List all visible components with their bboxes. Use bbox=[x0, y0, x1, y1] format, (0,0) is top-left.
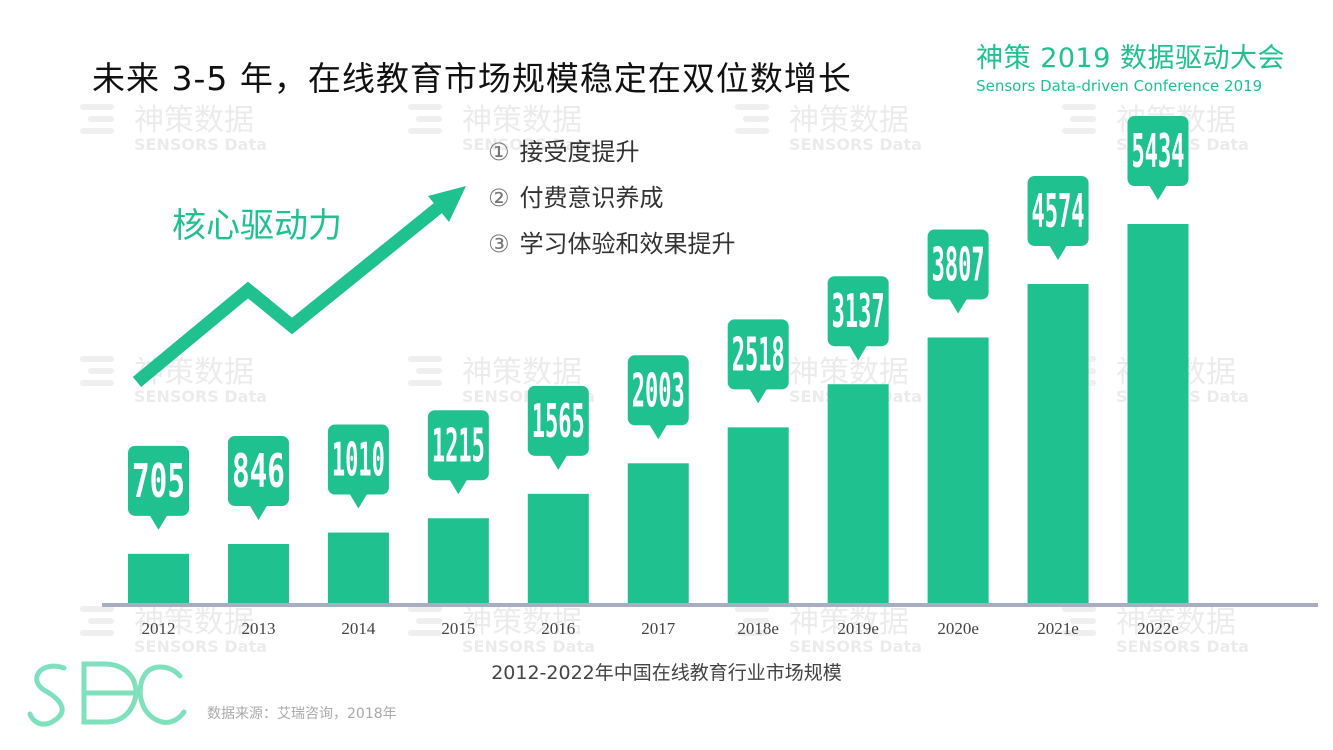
watermark-cn: 神策数据 bbox=[1116, 605, 1236, 640]
bar bbox=[128, 553, 189, 603]
driver-item: ③ 学习体验和效果提升 bbox=[488, 224, 736, 270]
data-source: 数据来源：艾瑞咨询，2018年 bbox=[207, 706, 397, 722]
watermark-cn: 神策数据 bbox=[789, 103, 909, 138]
value-callout: 1010 bbox=[327, 424, 389, 509]
watermark-cn: 神策数据 bbox=[462, 355, 582, 390]
watermark-en: SENSORS Data bbox=[134, 637, 267, 656]
x-tick-label: 2019e bbox=[837, 619, 879, 638]
watermark-en: SENSORS Data bbox=[462, 135, 595, 154]
watermark-cn: 神策数据 bbox=[462, 103, 582, 138]
x-tick-label: 2017 bbox=[641, 619, 676, 638]
driver-item: ② 付费意识养成 bbox=[488, 178, 736, 224]
bar bbox=[627, 463, 689, 603]
x-tick-label: 2020e bbox=[937, 619, 979, 638]
data-label: 5434 bbox=[1132, 124, 1185, 178]
driver-number: ② bbox=[488, 184, 510, 212]
sdc-logo-icon bbox=[27, 661, 187, 727]
watermark-en: SENSORS Data bbox=[462, 637, 595, 656]
value-callout: 4574 bbox=[1027, 175, 1089, 260]
x-tick-label: 2012 bbox=[142, 619, 176, 638]
bar bbox=[927, 337, 989, 603]
watermark-cn: 神策数据 bbox=[462, 605, 582, 640]
watermark-cn: 神策数据 bbox=[134, 605, 254, 640]
data-label: 2518 bbox=[732, 327, 785, 381]
trend-arrowhead-icon bbox=[428, 186, 466, 222]
watermark-en: SENSORS Data bbox=[789, 135, 922, 154]
bar bbox=[427, 518, 489, 603]
data-label: 1565 bbox=[532, 394, 585, 448]
value-callout: 1215 bbox=[427, 410, 489, 495]
watermark-cn: 神策数据 bbox=[789, 355, 909, 390]
x-tick-labels: 2012 2013 2014 2015 2016 2017 2018e 2019e 2020e 2… bbox=[142, 619, 1179, 638]
x-tick-label: 2016 bbox=[541, 619, 575, 638]
bar bbox=[827, 384, 889, 603]
watermark-en: SENSORS Data bbox=[789, 637, 922, 656]
bar bbox=[327, 532, 389, 603]
value-callout: 2003 bbox=[627, 355, 689, 440]
data-label: 4574 bbox=[1032, 184, 1085, 238]
bars-group: 705 846 1010 1215 1565 2003 2518 3137 3807 4574 54… bbox=[128, 116, 1189, 603]
watermark-en: SENSORS Data bbox=[134, 387, 267, 406]
driver-item: ① 接受度提升 bbox=[488, 132, 736, 178]
data-label: 846 bbox=[232, 444, 285, 498]
value-callout: 3137 bbox=[827, 276, 889, 361]
conference-brand: 神策 2019 数据驱动大会 Sensors Data-driven Confe… bbox=[976, 36, 1285, 95]
value-callout: 3807 bbox=[927, 229, 989, 314]
x-tick-label: 2018e bbox=[737, 619, 779, 638]
value-callout: 1565 bbox=[527, 385, 589, 470]
core-driver-label: 核心驱动力 bbox=[172, 206, 342, 246]
data-label: 3137 bbox=[832, 284, 885, 338]
watermark-en: SENSORS Data bbox=[1116, 637, 1249, 656]
bar bbox=[1027, 283, 1089, 603]
page-title: 未来 3-5 年，在线教育市场规模稳定在双位数增长 bbox=[92, 59, 852, 98]
value-callout: 705 bbox=[128, 445, 189, 530]
conference-name-en: Sensors Data-driven Conference 2019 bbox=[976, 77, 1263, 95]
conference-name-cn: 神策 2019 数据驱动大会 bbox=[976, 43, 1285, 74]
bar bbox=[727, 427, 789, 603]
bar bbox=[227, 543, 289, 603]
value-callout: 5434 bbox=[1127, 116, 1189, 200]
x-tick-label: 2014 bbox=[341, 619, 376, 638]
x-tick-label: 2021e bbox=[1037, 619, 1079, 638]
driver-number: ① bbox=[488, 138, 510, 166]
x-tick-label: 2015 bbox=[441, 619, 475, 638]
data-label: 1215 bbox=[432, 418, 485, 472]
watermark-en: SENSORS Data bbox=[134, 135, 267, 154]
data-label: 1010 bbox=[332, 433, 385, 487]
driver-text: 学习体验和效果提升 bbox=[519, 230, 736, 258]
driver-list: ① 接受度提升 ② 付费意识养成 ③ 学习体验和效果提升 bbox=[488, 132, 736, 270]
bar bbox=[1127, 224, 1189, 603]
data-label: 705 bbox=[132, 454, 185, 508]
bar bbox=[527, 493, 589, 603]
trend-arrow-icon bbox=[132, 202, 443, 388]
x-tick-label: 2022e bbox=[1137, 619, 1179, 638]
data-label: 2003 bbox=[632, 363, 685, 417]
data-label: 3807 bbox=[932, 237, 985, 291]
value-callout: 846 bbox=[227, 435, 289, 520]
value-callout: 2518 bbox=[727, 319, 789, 404]
chart-caption: 2012-2022年中国在线教育行业市场规模 bbox=[491, 662, 842, 684]
driver-number: ③ bbox=[488, 230, 510, 258]
driver-text: 接受度提升 bbox=[519, 138, 640, 166]
watermark-cn: 神策数据 bbox=[789, 605, 909, 640]
x-tick-label: 2013 bbox=[241, 619, 275, 638]
watermark-cn: 神策数据 bbox=[134, 103, 254, 138]
driver-text: 付费意识养成 bbox=[519, 184, 664, 212]
